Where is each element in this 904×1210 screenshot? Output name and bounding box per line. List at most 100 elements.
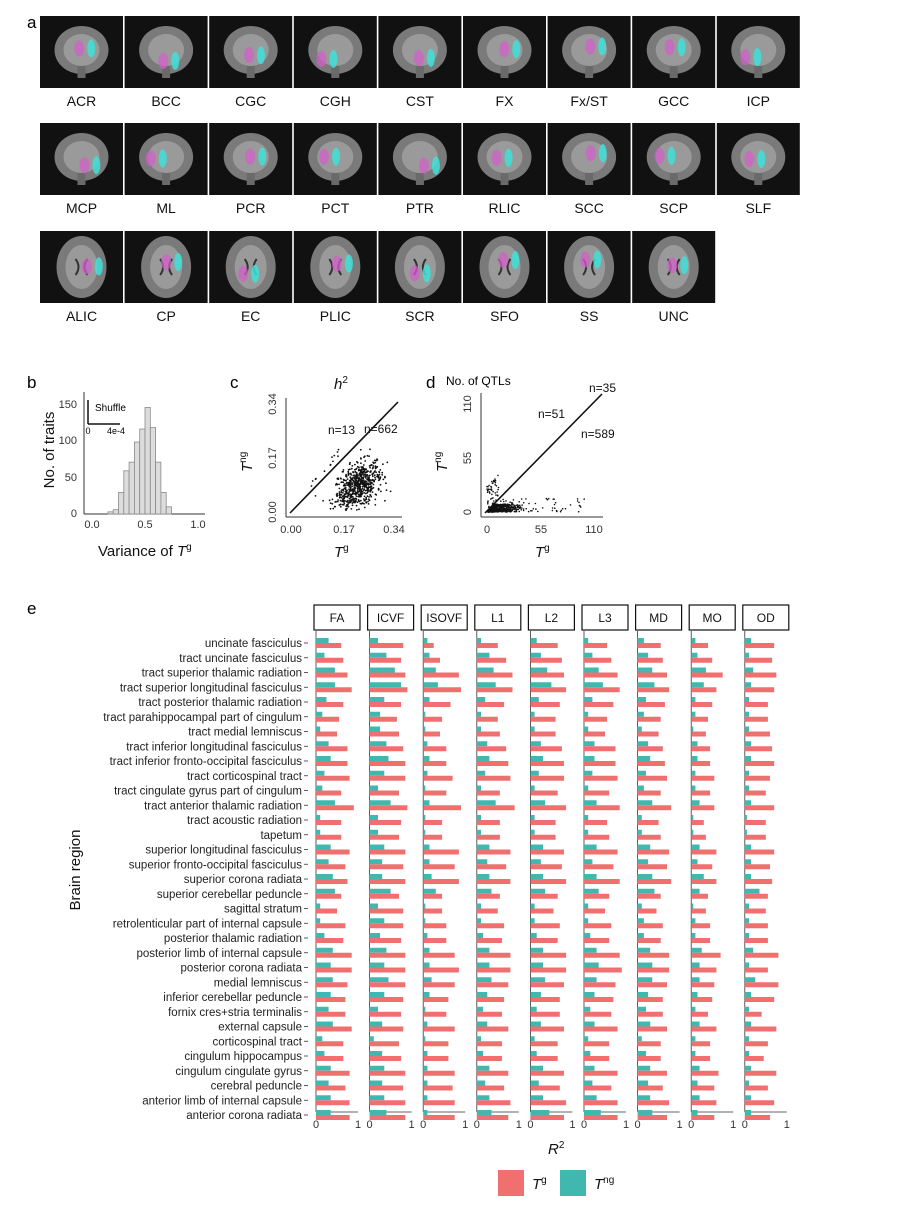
facet-strip [634,604,683,631]
histogram-bar [112,509,119,515]
facet-xtick: 0 [635,1119,641,1131]
bar-tg [369,849,406,855]
facet-strip-label: OD [757,611,775,625]
bar-tg [584,657,612,663]
bar-tng [584,1051,591,1056]
scatter-point [357,487,360,489]
bar-tng [584,770,593,776]
brain-tile [463,123,546,195]
scatter-point [357,490,360,493]
scatter-point [364,471,367,474]
scatter-point [493,500,495,502]
bar-tg [369,1085,404,1091]
bar-tg [530,893,558,899]
tract-label: UNC [659,308,689,324]
scatter-point [372,483,375,486]
bar-tng [530,888,546,894]
scatter-point [355,500,357,503]
scatter-point [359,448,362,451]
bar-tg [316,1085,346,1091]
scatter-point [347,473,350,476]
bar-tng [691,933,696,938]
scatter-point [339,477,342,480]
scatter-point [349,476,352,479]
bar-tng [691,726,694,732]
panel-c-xlabel: Tg [334,543,349,561]
scatter-point [365,498,368,501]
scatter-point [364,492,367,495]
bar-tg [584,834,610,840]
scatter-point [362,472,365,474]
scatter-point [361,492,364,495]
bar-tg [637,849,670,855]
tract-overlay-left [245,148,256,165]
bar-tng [316,770,325,776]
scatter-point [355,498,358,500]
bar-tng [423,1006,426,1012]
bar-tng [530,815,535,820]
bar-tg [744,879,773,884]
brain-stem [77,173,86,185]
region-label: tract posterior thalamic radiation [138,697,302,709]
bar-tg [369,1100,406,1106]
bar-tng [584,756,595,761]
scatter-point [379,477,381,480]
scatter-point [500,500,502,502]
bar-tg [476,1041,502,1047]
bar-tg [691,746,711,752]
bar-tng [584,859,593,865]
bar-tg [637,879,672,884]
facet-strip-label: MO [703,611,722,625]
bar-tg [691,864,713,870]
bar-tng [423,1110,428,1115]
bar-tng [369,815,378,820]
tract-overlay-left [74,40,85,57]
region-label: tract corticospinal tract [187,771,303,783]
scatter-point [363,488,366,491]
scatter-point [343,495,346,497]
bar-tng [584,903,589,909]
bar-tng [744,785,749,791]
scatter-point [348,479,351,482]
bar-tg [423,716,443,722]
scatter-point [541,507,544,509]
scatter-point [371,487,374,490]
scatter-point [332,507,335,510]
bar-tng [369,638,378,643]
scatter-point [522,501,525,504]
scatter-point [379,483,382,486]
scatter-point [359,487,361,489]
bar-tg [316,761,348,766]
tract-overlay-right [258,147,267,166]
region-label: sagittal stratum [224,904,302,916]
scatter-point [364,460,367,462]
bar-tg [584,1056,610,1061]
bar-tng [476,1065,490,1071]
scatter-point [341,488,344,491]
bar-tg [423,643,434,648]
bar-tg [316,997,346,1002]
bar-tng [316,933,325,938]
scatter-point [385,482,387,485]
bar-tg [584,1041,610,1047]
tract-overlay-right [504,148,513,167]
bar-tg [637,805,672,811]
scatter-point [363,499,366,502]
bar-tng [369,711,381,717]
bar-tg [637,938,661,943]
bar-tg [423,746,447,752]
scatter-point [344,488,347,491]
tract-overlay-right [753,48,762,67]
scatter-point [368,455,370,458]
tract-overlay-left [331,255,342,272]
scatter-point [355,504,358,507]
bar-tng [584,711,589,717]
facet-strip [474,604,522,631]
bar-tng [584,1021,595,1027]
bar-tng [744,1021,752,1027]
bar-tg [744,731,770,737]
scatter-point [369,464,372,467]
scatter-point [525,507,527,510]
bar-tng [316,800,335,806]
bar-tg [744,893,768,899]
